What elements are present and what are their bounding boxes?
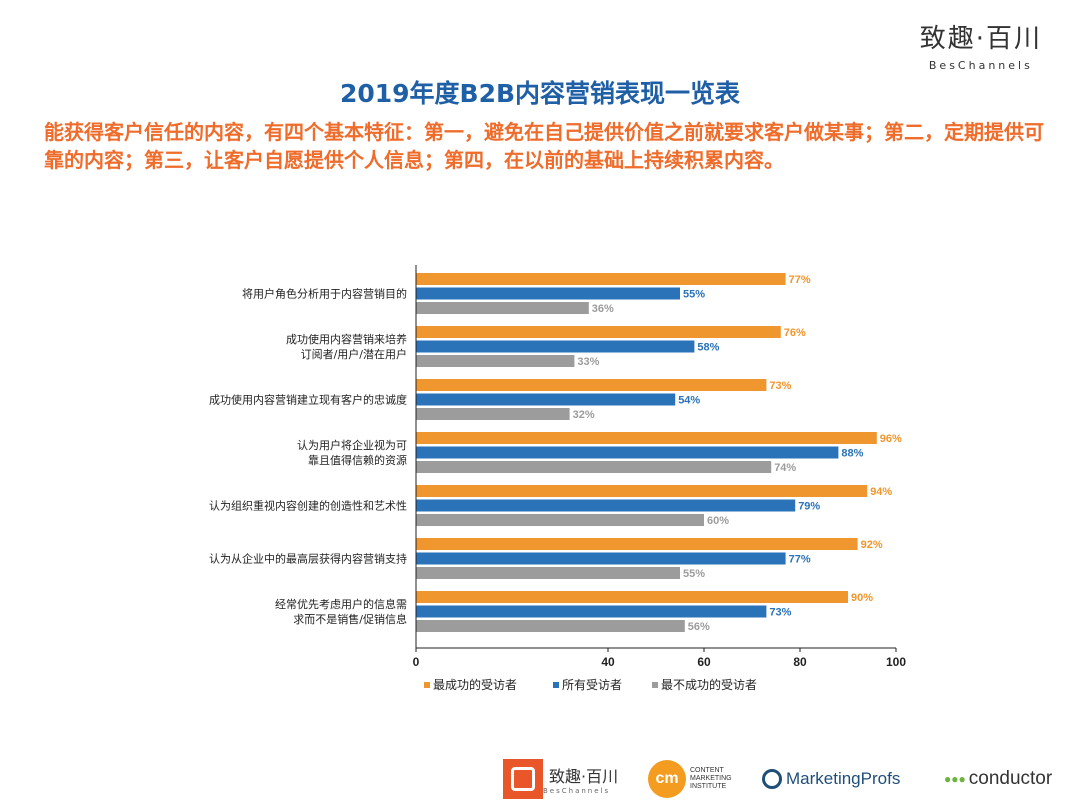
data-label: 92%: [861, 539, 883, 551]
bar: [416, 499, 796, 512]
beschannels-footer-logo: 致趣·百川 BesChannels: [503, 755, 633, 803]
legend-swatch: [424, 682, 430, 688]
footer-logo1-en: BesChannels: [543, 787, 611, 795]
x-tick-label: 60: [697, 655, 711, 669]
category-label: 求而不是销售/促销信息: [293, 612, 407, 626]
brand-logo: 致趣·百川 BesChannels: [920, 18, 1042, 72]
brand-name-cn: 致趣·百川: [919, 24, 1042, 54]
data-label: 90%: [851, 592, 873, 604]
bar: [416, 591, 848, 603]
marketingprofs-mark-icon: [762, 769, 782, 789]
data-label: 55%: [683, 289, 705, 301]
category-label: 经常优先考虑用户的信息需: [275, 597, 407, 611]
category-label: 成功使用内容营销来培养: [286, 332, 407, 346]
category-label: 订阅者/用户/潜在用户: [301, 347, 407, 361]
data-label: 76%: [784, 327, 806, 339]
bar: [416, 538, 858, 550]
page-title: 2019年度B2B内容营销表现一览表: [339, 79, 741, 108]
data-label: 54%: [678, 395, 700, 407]
bar: [416, 461, 772, 473]
legend-swatch: [553, 682, 559, 688]
bar-chart: 将用户角色分析用于内容营销目的 77% 55% 36% 成功使用内容营销来培养订阅者/用…: [209, 265, 906, 692]
x-tick-label: 0: [413, 655, 420, 669]
legend-label: 最成功的受访者: [433, 677, 517, 692]
data-label: 77%: [789, 274, 811, 286]
data-label: 55%: [683, 568, 705, 580]
bar: [416, 393, 676, 406]
category-label: 成功使用内容营销建立现有客户的忠诚度: [209, 393, 407, 407]
bar: [416, 273, 786, 285]
data-label: 77%: [789, 554, 811, 566]
data-label: 88%: [841, 448, 863, 460]
data-label: 36%: [592, 303, 614, 315]
data-label: 60%: [707, 515, 729, 527]
category-label: 认为用户将企业视为可: [297, 438, 407, 452]
cmi-footer-logo: cm CONTENT MARKETING INSTITUTE: [648, 755, 738, 803]
intro-text: 能获得客户信任的内容，有四个基本特征：第一，避免在自己提供价值之前就要求客户做某…: [44, 120, 1044, 172]
cmi-text-3: INSTITUTE: [690, 783, 727, 790]
bar: [416, 302, 589, 314]
conductor-text: conductor: [968, 768, 1053, 789]
x-tick-label: 40: [601, 655, 615, 669]
data-label: 58%: [697, 342, 719, 354]
beschannels-mark-icon: [503, 759, 543, 799]
marketingprofs-footer-logo: MarketingProfs: [762, 755, 912, 803]
bar: [416, 567, 680, 579]
bar: [416, 408, 570, 420]
category-label: 靠且值得信赖的资源: [308, 453, 407, 467]
cmi-text-1: CONTENT: [690, 767, 724, 774]
bar: [416, 355, 575, 367]
cmi-text-2: MARKETING: [690, 775, 732, 782]
conductor-dots-icon: ●●●: [944, 772, 966, 786]
data-label: 33%: [577, 356, 599, 368]
bar: [416, 340, 695, 353]
legend-swatch: [652, 682, 658, 688]
bar: [416, 432, 877, 444]
data-label: 74%: [774, 462, 796, 474]
legend-label: 所有受访者: [562, 678, 622, 692]
data-label: 32%: [573, 409, 595, 421]
footer-logo1-cn: 致趣·百川: [549, 767, 619, 786]
bar: [416, 620, 685, 632]
bar: [416, 485, 868, 497]
legend-label: 最不成功的受访者: [661, 677, 757, 692]
data-label: 79%: [798, 501, 820, 513]
category-label: 将用户角色分析用于内容营销目的: [242, 287, 407, 301]
bar: [416, 514, 704, 526]
data-label: 73%: [769, 380, 791, 392]
x-tick-label: 100: [886, 655, 906, 669]
conductor-footer-logo: ●●● conductor: [944, 755, 1054, 803]
bar: [416, 379, 767, 391]
bar: [416, 287, 680, 300]
bar: [416, 326, 781, 338]
category-label: 认为从企业中的最高层获得内容营销支持: [209, 552, 407, 566]
brand-name-en: BesChannels: [928, 59, 1033, 72]
cmi-mark-icon: cm: [648, 760, 686, 798]
data-label: 73%: [769, 607, 791, 619]
marketingprofs-text: MarketingProfs: [786, 769, 901, 788]
x-tick-label: 80: [793, 655, 807, 669]
data-label: 94%: [870, 486, 892, 498]
bar: [416, 552, 786, 565]
data-label: 56%: [688, 621, 710, 633]
bar: [416, 446, 839, 459]
data-label: 96%: [880, 433, 902, 445]
bar: [416, 605, 767, 618]
category-label: 认为组织重视内容创建的创造性和艺术性: [209, 499, 407, 513]
